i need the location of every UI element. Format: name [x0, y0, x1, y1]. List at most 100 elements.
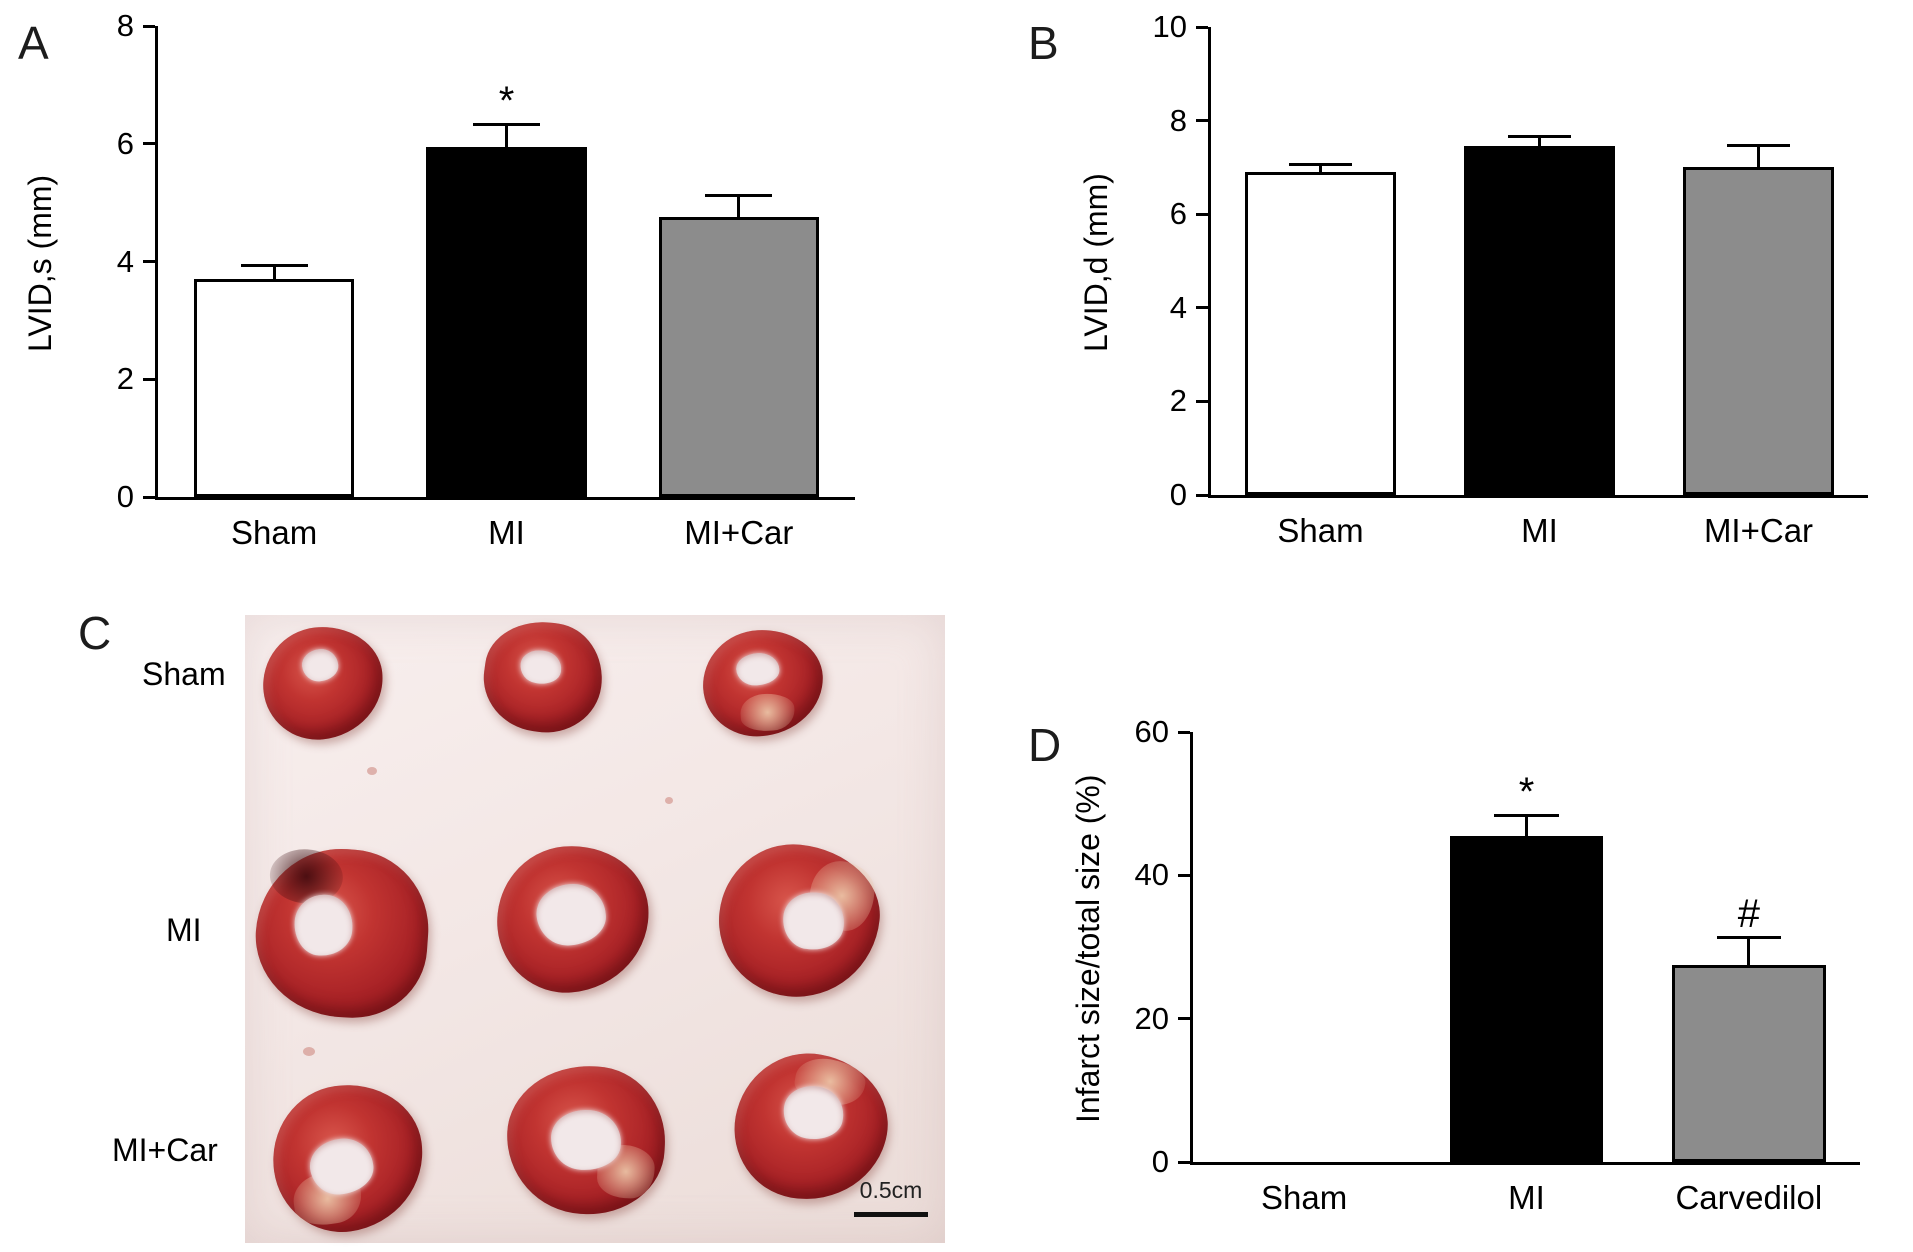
y-tick-label: 60	[1134, 714, 1169, 749]
y-tick-mark	[143, 142, 155, 146]
y-tick-label: 0	[1151, 1144, 1169, 1179]
error-bar-cap-mi-car	[1726, 144, 1791, 147]
y-tick-mark	[143, 24, 155, 28]
significance-marker-carvedilol: #	[1737, 892, 1760, 937]
panel-d-letter: D	[1028, 719, 1062, 771]
y-tick-mark	[1196, 212, 1208, 216]
error-bar-cap-mi	[1494, 814, 1559, 818]
panel-b-y-axis-label: LVID,d (mm)	[1078, 173, 1114, 352]
y-tick-mark	[1178, 873, 1190, 877]
row-label-mi: MI	[166, 912, 202, 948]
x-category-label-mi: MI	[1508, 1179, 1545, 1216]
y-tick-mark	[143, 495, 155, 499]
panel-b: B LVID,d (mm) 0 2 4 6 8 10 Sham MI MI+Car	[1020, 10, 1910, 610]
panel-d-plot-area: 0 20 40 60 Sham * MI # Carvedilol	[1135, 716, 1860, 1216]
error-bar-mi-car	[1757, 144, 1760, 168]
error-bar-mi	[505, 123, 508, 147]
y-tick-mark	[1196, 25, 1208, 29]
error-bar-cap-mi	[1507, 134, 1572, 138]
x-category-label-sham: Sham	[1277, 512, 1364, 549]
error-bar-sham	[1319, 162, 1322, 173]
y-tick-mark	[1196, 493, 1208, 497]
heart-section	[490, 839, 656, 999]
bar-sham	[194, 279, 355, 497]
x-category-label-mi-car: MI+Car	[1703, 512, 1814, 549]
error-bar-mi-car	[737, 193, 741, 218]
y-tick-label: 8	[1169, 102, 1187, 138]
bar-carvedilol	[1672, 964, 1826, 1162]
error-bar-cap-mi-car	[705, 193, 773, 197]
x-category-label-carvedilol: Carvedilol	[1675, 1179, 1823, 1216]
error-bar-mi	[1525, 814, 1528, 836]
y-tick-label: 2	[116, 361, 134, 397]
panel-b-letter: B	[1028, 17, 1059, 69]
panel-a: A LVID,s (mm) 0 2 4 6 8 Sham * MI MI+Car	[10, 10, 900, 610]
heart-section	[250, 843, 434, 1023]
tissue-speck	[665, 797, 673, 804]
error-bar-mi	[1538, 134, 1541, 147]
y-tick-label: 20	[1134, 1000, 1169, 1036]
y-tick-label: 8	[116, 8, 134, 43]
scale-bar-label: 0.5cm	[859, 1177, 923, 1203]
bar-mi	[1463, 146, 1616, 495]
bar-mi-car	[658, 217, 819, 497]
y-tick-mark	[1178, 1017, 1190, 1021]
error-bar-cap-sham	[1288, 162, 1353, 166]
error-bar-carvedilol	[1747, 936, 1751, 965]
error-bar-cap-carvedilol	[1716, 936, 1782, 940]
pale-infarct-patch	[739, 692, 796, 732]
y-tick-mark	[1196, 306, 1208, 310]
panel-d: D Infarct size/total size (%) 0 20 40 60 Sha…	[1020, 712, 1910, 1252]
x-category-label-sham: Sham	[1261, 1179, 1348, 1216]
y-tick-label: 0	[116, 479, 134, 514]
heart-lumen	[300, 647, 340, 683]
y-tick-mark	[1196, 119, 1208, 123]
panel-a-plot-area: 0 2 4 6 8 Sham * MI MI+Car	[117, 10, 855, 551]
y-tick-mark	[143, 377, 155, 381]
ttc-staining-photo: 0.5cm	[245, 614, 945, 1243]
x-category-label-sham: Sham	[231, 514, 318, 551]
x-category-label-mi: MI	[488, 514, 525, 551]
x-category-label-mi: MI	[1521, 512, 1558, 549]
heart-lumen	[735, 652, 780, 687]
bar-sham	[1244, 172, 1397, 495]
heart-lumen	[518, 647, 564, 686]
y-tick-label: 6	[116, 125, 134, 161]
tissue-speck	[303, 1047, 315, 1056]
y-tick-label: 40	[1134, 857, 1169, 893]
panel-a-letter: A	[18, 17, 49, 69]
error-bar-sham	[272, 264, 276, 280]
heart-section	[263, 1075, 433, 1241]
y-tick-mark	[1178, 1160, 1190, 1164]
y-tick-mark	[1196, 399, 1208, 403]
y-tick-label: 0	[1169, 477, 1187, 512]
significance-marker-mi: *	[498, 79, 515, 124]
heart-section	[711, 837, 887, 1005]
bar-mi	[1449, 835, 1604, 1162]
x-category-label-mi-car: MI+Car	[684, 514, 794, 551]
y-tick-label: 4	[1169, 289, 1187, 325]
bar-mi-car	[1682, 167, 1835, 495]
y-tick-label: 4	[116, 243, 134, 279]
row-label-sham: Sham	[142, 656, 226, 692]
significance-marker-mi: *	[1518, 770, 1535, 815]
heart-section	[476, 614, 610, 740]
y-tick-label: 2	[1169, 383, 1187, 419]
tissue-speck	[367, 767, 377, 775]
heart-lumen	[533, 881, 609, 949]
heart-section	[257, 621, 389, 745]
y-tick-label: 6	[1169, 196, 1187, 232]
error-bar-cap-mi	[472, 123, 541, 127]
panel-c-letter: C	[78, 607, 112, 659]
panel-a-y-axis-label: LVID,s (mm)	[22, 174, 58, 352]
error-bar-cap-sham	[240, 264, 308, 268]
y-tick-label: 10	[1152, 9, 1187, 44]
panel-b-plot-area: 0 2 4 6 8 10 Sham MI MI+Car	[1153, 11, 1868, 549]
bar-mi	[426, 146, 587, 497]
y-tick-mark	[143, 260, 155, 263]
y-tick-mark	[1178, 730, 1190, 734]
panel-c: C Sham MI MI+Car 0.5cm	[60, 600, 990, 1252]
heart-section	[503, 1061, 669, 1219]
scale-bar	[854, 1212, 928, 1217]
panel-d-y-axis-label: Infarct size/total size (%)	[1070, 774, 1106, 1123]
